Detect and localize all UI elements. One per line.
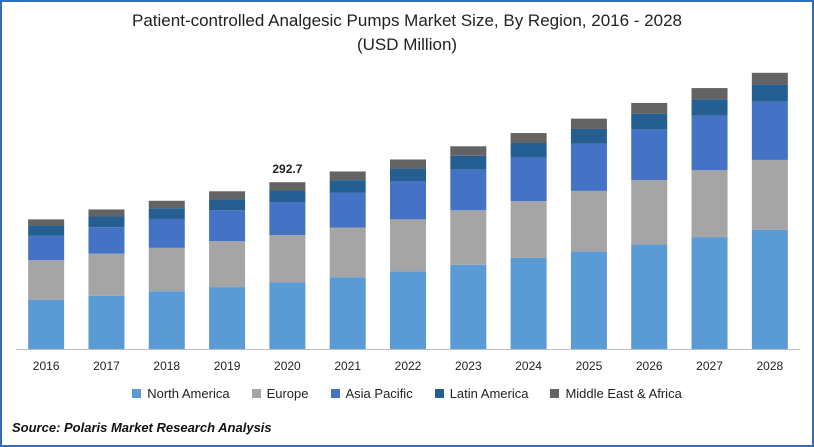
chart-title: Patient-controlled Analgesic Pumps Marke… — [132, 11, 682, 30]
bar-segment-2022-s3 — [390, 168, 426, 182]
legend-item: Europe — [251, 386, 309, 401]
bar-segment-2025-s0 — [570, 251, 607, 349]
bar-segment-2024-s4 — [510, 133, 547, 143]
legend-swatch — [550, 389, 560, 398]
bar-segment-2022-s2 — [390, 181, 426, 220]
x-tick-label: 2023 — [455, 359, 482, 373]
bar-segment-2020-s2 — [269, 202, 306, 236]
x-tick-label: 2020 — [274, 359, 301, 373]
bar-segment-2023-s0 — [450, 264, 487, 349]
legend-label: Europe — [266, 386, 309, 401]
x-tick-label: 2028 — [756, 359, 783, 373]
legend-label: Asia Pacific — [345, 386, 413, 401]
bar-segment-2021-s3 — [329, 180, 366, 193]
x-tick-label: 2022 — [395, 359, 422, 373]
chart-legend: North America Europe Asia Pacific Latin Ame… — [0, 386, 814, 401]
x-tick-label: 2016 — [33, 359, 60, 373]
bar-segment-2016-s3 — [28, 225, 65, 236]
legend-swatch — [330, 389, 340, 398]
bar-segment-2028-s3 — [751, 84, 788, 102]
bar-segment-2019-s4 — [209, 191, 246, 200]
bar-segment-2028-s4 — [751, 72, 788, 85]
legend-item: Asia Pacific — [330, 386, 413, 401]
bar-segment-2017-s4 — [88, 209, 125, 217]
bar-segment-2026-s0 — [631, 244, 668, 349]
bar-segment-2021-s4 — [329, 171, 366, 181]
x-tick-label: 2025 — [576, 359, 603, 373]
bar-segment-2016-s4 — [28, 219, 65, 226]
bar-segment-2022-s0 — [390, 271, 426, 349]
bar-segment-2018-s2 — [148, 218, 185, 248]
bar-segment-2027-s2 — [691, 115, 728, 171]
legend-item: North America — [132, 386, 230, 401]
data-label: 292.7 — [272, 162, 302, 176]
bar-segment-2021-s0 — [329, 277, 366, 349]
bar-segment-2017-s2 — [88, 227, 125, 254]
bar-segment-2021-s1 — [329, 227, 366, 278]
bar-segment-2016-s1 — [28, 260, 65, 300]
bar-segment-2025-s3 — [570, 128, 607, 144]
bar-segment-2023-s2 — [450, 169, 487, 211]
bar-segment-2022-s1 — [390, 219, 426, 272]
bar-segment-2024-s1 — [510, 201, 547, 258]
bar-segment-2025-s2 — [570, 143, 607, 191]
bar-segment-2018-s0 — [148, 291, 185, 349]
legend-label: Middle East & Africa — [565, 386, 682, 401]
bar-segment-2026-s3 — [631, 113, 668, 130]
x-tick-label: 2017 — [93, 359, 120, 373]
bar-segment-2027-s0 — [691, 237, 728, 349]
bar-segment-2025-s4 — [570, 118, 607, 129]
legend-swatch — [434, 389, 444, 398]
bar-segment-2017-s1 — [88, 253, 125, 296]
x-tick-label: 2027 — [696, 359, 723, 373]
bar-segment-2026-s1 — [631, 180, 668, 245]
x-tick-label: 2019 — [214, 359, 241, 373]
bar-segment-2028-s1 — [751, 159, 788, 230]
legend-swatch — [132, 389, 142, 398]
legend-label: North America — [147, 386, 230, 401]
bar-segment-2020-s4 — [269, 182, 306, 191]
bar-segment-2023-s1 — [450, 210, 487, 265]
bar-segment-2023-s3 — [450, 155, 487, 170]
bar-segment-2016-s2 — [28, 235, 65, 261]
bar-segment-2028-s2 — [751, 101, 788, 160]
legend-swatch — [251, 389, 261, 398]
bar-segment-2018-s3 — [148, 208, 185, 219]
bar-segment-2028-s0 — [751, 229, 788, 349]
x-tick-label: 2024 — [515, 359, 542, 373]
x-tick-label: 2021 — [334, 359, 361, 373]
x-tick-label: 2026 — [636, 359, 663, 373]
bar-segment-2017-s0 — [88, 295, 125, 349]
bar-segment-2019-s0 — [209, 287, 246, 349]
bar-segment-2026-s2 — [631, 129, 668, 181]
x-tick-label: 2018 — [153, 359, 180, 373]
bar-segment-2023-s4 — [450, 146, 487, 156]
bar-segment-2027-s4 — [691, 88, 728, 100]
bar-segment-2020-s0 — [269, 282, 306, 349]
bar-segment-2024-s0 — [510, 257, 547, 349]
bar-segment-2016-s0 — [28, 299, 65, 349]
bar-segment-2024-s3 — [510, 142, 547, 158]
bar-segment-2018-s4 — [148, 200, 185, 209]
source-note: Source: Polaris Market Research Analysis — [12, 420, 272, 435]
bar-segment-2020-s3 — [269, 190, 306, 203]
bar-segment-2019-s1 — [209, 241, 246, 288]
bar-segment-2026-s4 — [631, 102, 668, 114]
bar-segment-2027-s1 — [691, 170, 728, 238]
bar-segment-2019-s3 — [209, 199, 246, 211]
bar-segment-2019-s2 — [209, 210, 246, 242]
bar-segment-2022-s4 — [390, 159, 426, 169]
bar-segment-2027-s3 — [691, 99, 728, 116]
bar-segment-2021-s2 — [329, 192, 366, 228]
bar-segment-2024-s2 — [510, 157, 547, 202]
legend-item: Middle East & Africa — [550, 386, 682, 401]
chart-subtitle: (USD Million) — [356, 35, 458, 54]
bar-segment-2017-s3 — [88, 216, 125, 228]
bar-segment-2025-s1 — [570, 190, 607, 252]
legend-label: Latin America — [449, 386, 529, 401]
bar-segment-2020-s1 — [269, 235, 306, 283]
legend-item: Latin America — [434, 386, 529, 401]
bar-segment-2018-s1 — [148, 247, 185, 292]
